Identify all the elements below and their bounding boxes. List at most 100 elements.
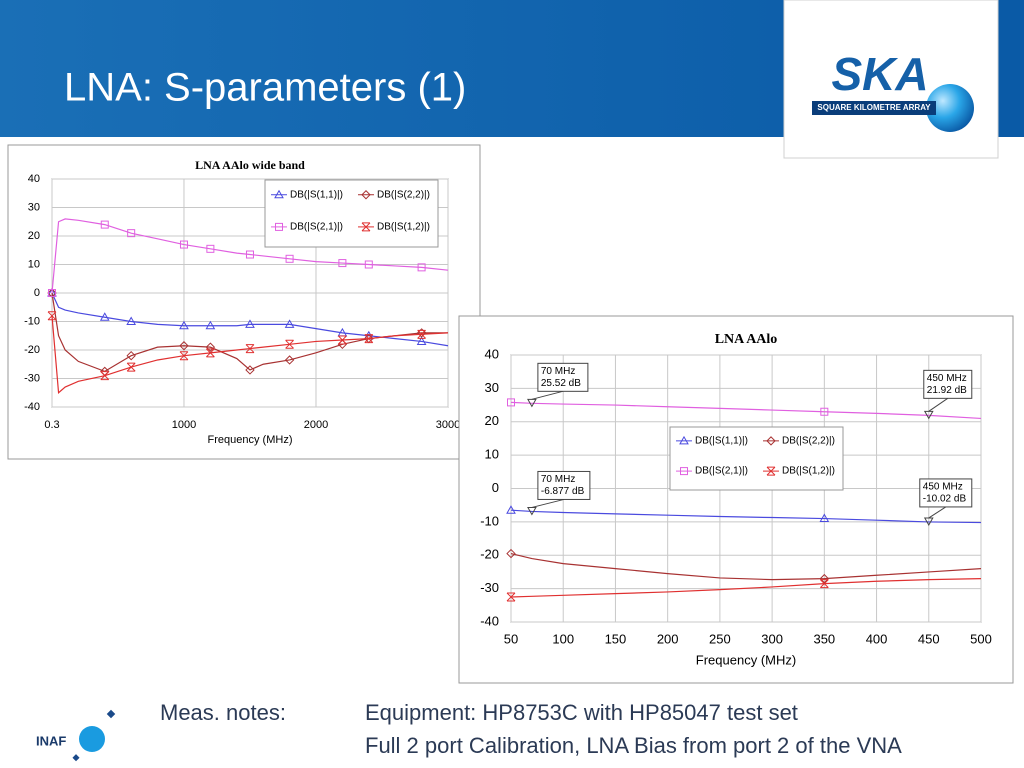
- annotation-text: 21.92 dB: [927, 385, 967, 396]
- marker: [284, 319, 295, 328]
- series-line: [51, 218, 449, 294]
- x-tick-label: 200: [657, 631, 679, 646]
- marker: [506, 592, 516, 602]
- chart-title: LNA AAlo wide band: [195, 158, 305, 172]
- marker: [338, 335, 347, 345]
- y-tick-label: -40: [24, 401, 40, 413]
- x-axis-label: Frequency (MHz): [696, 652, 796, 667]
- x-axis-label: Frequency (MHz): [208, 434, 293, 446]
- marker: [179, 240, 188, 249]
- marker: [48, 289, 56, 297]
- logo-subtext: SQUARE KILOMETRE ARRAY: [817, 103, 931, 112]
- y-tick-label: -20: [24, 344, 40, 356]
- footer-logo: INAF: [36, 733, 66, 748]
- marker: [679, 435, 689, 445]
- marker: [205, 342, 216, 352]
- y-tick-label: 30: [28, 201, 40, 213]
- legend-box: [264, 179, 439, 248]
- logo-band: [812, 101, 936, 115]
- marker: [506, 548, 516, 559]
- annotation-leader: [928, 506, 947, 519]
- marker: [819, 573, 830, 584]
- marker: [275, 222, 283, 231]
- logo-text: SKA: [831, 48, 928, 100]
- x-tick-label: 500: [970, 631, 992, 646]
- y-tick-label: 0: [34, 287, 40, 299]
- x-tick-label: 350: [813, 631, 835, 646]
- annotation-text: 25.52 dB: [541, 378, 581, 389]
- annotation-box: [537, 470, 591, 500]
- legend-label: DB(|S(1,1)|): [695, 436, 748, 447]
- annotation-text: -6.877 dB: [541, 486, 585, 497]
- y-tick-label: 30: [485, 380, 499, 395]
- marker: [126, 316, 137, 325]
- marker: [179, 320, 189, 330]
- marker: [417, 329, 426, 339]
- y-tick-label: 20: [28, 230, 40, 242]
- series-line: [510, 509, 982, 524]
- x-tick-label: 400: [866, 631, 888, 646]
- marker: [245, 344, 255, 354]
- marker: [285, 254, 294, 263]
- annotation-box: [923, 369, 973, 399]
- x-tick-label: 2000: [304, 419, 328, 431]
- x-tick-label: 3000: [436, 419, 460, 431]
- legend-label: DB(|S(1,1)|): [290, 189, 343, 200]
- annotation-text: 450 MHz: [923, 482, 963, 493]
- series-line: [510, 578, 982, 598]
- x-tick-label: 300: [761, 631, 783, 646]
- marker: [179, 341, 189, 351]
- marker: [819, 513, 830, 523]
- slide-title: LNA: S-parameters (1): [64, 66, 466, 110]
- marker: [179, 351, 189, 361]
- annotation-leader: [928, 397, 949, 412]
- annotation-box: [919, 478, 973, 508]
- chart-title: LNA AAlo: [715, 332, 778, 347]
- marker: [274, 189, 284, 199]
- x-tick-label: 450: [918, 631, 940, 646]
- marker: [416, 336, 427, 345]
- marker: [100, 371, 110, 381]
- marker: [127, 229, 136, 238]
- marker: [47, 311, 57, 321]
- annotation-leader: [531, 390, 564, 400]
- marker: [506, 505, 516, 514]
- marker: [361, 222, 371, 232]
- chart: LNA AAlo -40 -30 -20 -10 0 10 20 30 40 50 100 150 200…: [458, 315, 1014, 684]
- logo-globe: [926, 84, 974, 132]
- y-tick-label: 40: [485, 346, 499, 361]
- legend-label: DB(|S(1,2)|): [782, 466, 835, 477]
- marker: [245, 365, 255, 375]
- notes-line: Full 2 port Calibration, LNA Bias from p…: [365, 733, 902, 758]
- x-tick-label: 1000: [172, 419, 196, 431]
- y-tick-label: -10: [24, 315, 40, 327]
- annotation-leader: [531, 498, 565, 508]
- y-tick-label: -20: [480, 547, 499, 562]
- marker: [206, 244, 215, 253]
- marker: [417, 263, 426, 272]
- y-tick-label: 10: [28, 258, 40, 270]
- marker: [285, 339, 294, 349]
- marker: [205, 320, 216, 330]
- y-tick-label: -30: [480, 580, 499, 595]
- marker: [766, 466, 776, 476]
- marker: [820, 407, 829, 416]
- legend-label: DB(|S(2,1)|): [290, 222, 343, 233]
- annotation-box: [537, 362, 589, 392]
- marker: [680, 467, 688, 476]
- marker: [100, 220, 109, 229]
- y-tick-label: 20: [485, 413, 499, 428]
- x-tick-label: 0.3: [44, 419, 59, 431]
- y-tick-label: -40: [480, 613, 499, 628]
- x-tick-label: 100: [552, 631, 574, 646]
- notes-label: Meas. notes:: [160, 700, 286, 725]
- logo-box: [783, 0, 999, 159]
- x-tick-label: 250: [709, 631, 731, 646]
- x-tick-label: 150: [605, 631, 627, 646]
- footer-dot: [79, 726, 105, 752]
- legend-label: DB(|S(1,2)|): [377, 222, 430, 233]
- y-tick-label: -30: [24, 372, 40, 384]
- annotation-text: 70 MHz: [541, 474, 575, 485]
